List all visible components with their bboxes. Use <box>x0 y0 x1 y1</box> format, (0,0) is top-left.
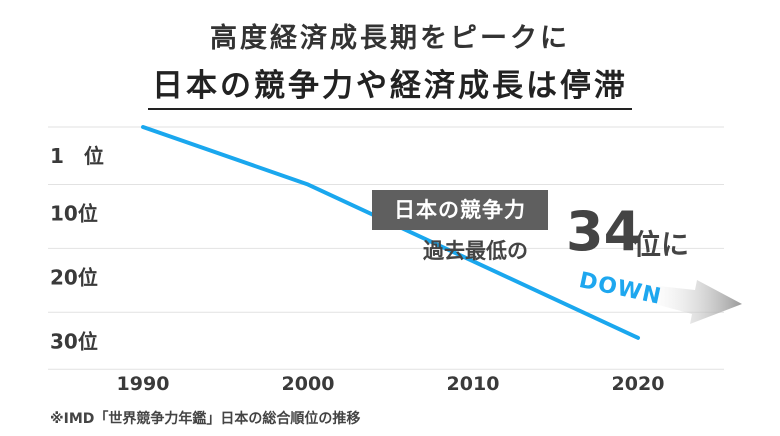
x-tick-label: 2000 <box>282 373 335 395</box>
y-tick-labels: 1 位 10位 20位 30位 <box>50 144 104 353</box>
y-tick-label: 30位 <box>50 329 98 353</box>
title-line1: 高度経済成長期をピークに <box>210 23 570 54</box>
competitiveness-badge: 日本の競争力 <box>372 190 548 230</box>
annotation-rank-suffix: 位に <box>633 228 690 261</box>
y-tick-label: 1 位 <box>50 144 104 168</box>
title-line2: 日本の競争力や経済成長は停滞 <box>0 60 780 110</box>
y-tick-label: 20位 <box>50 265 98 289</box>
y-tick-label: 10位 <box>50 202 98 226</box>
x-tick-label: 2020 <box>612 373 665 395</box>
ranking-series <box>141 125 640 340</box>
x-tick-label: 1990 <box>117 373 170 395</box>
x-tick-label: 2010 <box>447 373 500 395</box>
title-line2-text: 日本の競争力や経済成長は停滞 <box>148 68 632 110</box>
ranking-line <box>141 125 640 340</box>
annotation-text: 過去最低の <box>423 239 528 263</box>
x-tick-labels: 1990 2000 2010 2020 <box>117 373 665 395</box>
source-footnote: ※IMD「世界競争力年鑑」日本の総合順位の推移 <box>50 411 361 427</box>
annotation-rank-number: 34 <box>566 200 642 263</box>
gridlines <box>48 126 724 370</box>
down-arrow-icon <box>640 280 742 324</box>
